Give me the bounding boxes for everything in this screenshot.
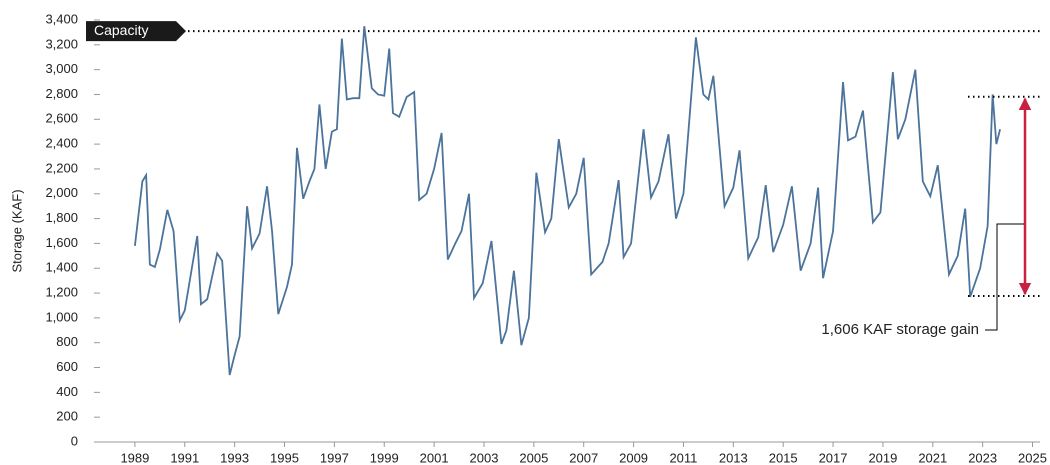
x-tick-label: 1989: [120, 450, 149, 465]
y-tick-label: 1,200: [45, 284, 78, 299]
x-tick-label: 1993: [220, 450, 249, 465]
x-tick-label: 2017: [819, 450, 848, 465]
x-tick-label: 1995: [270, 450, 299, 465]
x-tick-label: 1999: [370, 450, 399, 465]
gain-leader: [985, 223, 1024, 331]
x-tick-label: 2003: [470, 450, 499, 465]
y-tick-label: 1,400: [45, 260, 78, 275]
y-tick-label: 3,400: [45, 11, 78, 26]
x-tick-label: 2025: [1018, 450, 1047, 465]
y-tick-label: 2,000: [45, 185, 78, 200]
x-tick-label: 2021: [918, 450, 947, 465]
y-tick-label: 2,800: [45, 86, 78, 101]
y-tick-label: 800: [56, 334, 78, 349]
x-tick-label: 1991: [170, 450, 199, 465]
y-tick-label: 3,000: [45, 61, 78, 76]
y-tick-label: 2,600: [45, 111, 78, 126]
y-tick-label: 3,200: [45, 36, 78, 51]
y-tick-label: 2,400: [45, 136, 78, 151]
x-tick-label: 2005: [519, 450, 548, 465]
x-tick-label: 2019: [868, 450, 897, 465]
y-tick-label: 200: [56, 409, 78, 424]
storage-line: [134, 26, 1001, 376]
x-tick-label: 2007: [569, 450, 598, 465]
x-tick-label: 2001: [420, 450, 449, 465]
x-tick-label: 2023: [968, 450, 997, 465]
x-tick-label: 1997: [320, 450, 349, 465]
x-tick-label: 2013: [719, 450, 748, 465]
y-tick-label: 0: [71, 433, 78, 448]
x-tick-label: 2015: [769, 450, 798, 465]
capacity-tag: [86, 21, 186, 42]
y-tick-label: 400: [56, 384, 78, 399]
y-tick-label: 2,200: [45, 160, 78, 175]
y-tick-label: 1,000: [45, 309, 78, 324]
capacity-label: Capacity: [94, 22, 148, 38]
x-tick-label: 2009: [619, 450, 648, 465]
y-axis-label: Storage (KAF): [9, 189, 24, 272]
y-tick-label: 1,800: [45, 210, 78, 225]
x-tick-label: 2011: [669, 450, 697, 465]
gain-label: 1,606 KAF storage gain: [821, 321, 979, 338]
y-tick-label: 1,600: [45, 235, 78, 250]
y-tick-label: 600: [56, 359, 78, 374]
